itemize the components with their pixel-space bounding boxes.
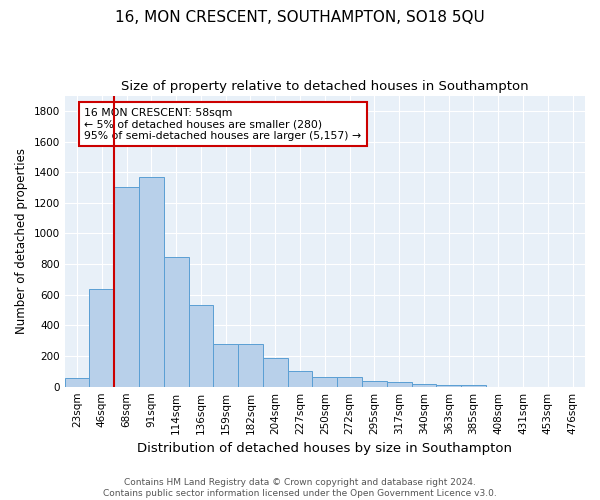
Bar (263, 358, 287, 386)
Bar (164, 257, 188, 386)
Bar (313, 376, 337, 386)
Bar (65, 378, 89, 386)
Y-axis label: Number of detached properties: Number of detached properties (15, 148, 28, 334)
Bar (287, 370, 313, 386)
X-axis label: Distribution of detached houses by size in Southampton: Distribution of detached houses by size … (137, 442, 512, 455)
Text: 16 MON CRESCENT: 58sqm
← 5% of detached houses are smaller (280)
95% of semi-det: 16 MON CRESCENT: 58sqm ← 5% of detached … (85, 108, 362, 141)
Text: 16, MON CRESCENT, SOUTHAMPTON, SO18 5QU: 16, MON CRESCENT, SOUTHAMPTON, SO18 5QU (115, 10, 485, 25)
Bar (387, 382, 412, 386)
Bar (461, 385, 486, 386)
Bar (139, 177, 164, 386)
Bar (337, 376, 362, 386)
Bar (188, 304, 214, 386)
Bar (214, 344, 238, 387)
Bar (89, 288, 114, 386)
Title: Size of property relative to detached houses in Southampton: Size of property relative to detached ho… (121, 80, 529, 93)
Text: Contains HM Land Registry data © Crown copyright and database right 2024.
Contai: Contains HM Land Registry data © Crown c… (103, 478, 497, 498)
Bar (412, 384, 436, 386)
Bar (114, 186, 139, 386)
Bar (238, 344, 263, 387)
Bar (362, 382, 387, 386)
